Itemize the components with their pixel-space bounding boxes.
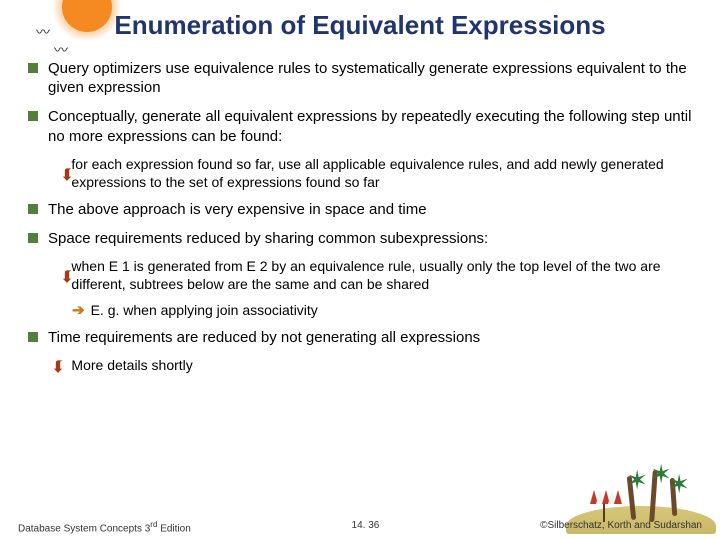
slide-content: Query optimizers use equivalence rules t… (0, 41, 720, 375)
bullet-level-2: ➥for each expression found so far, use a… (50, 156, 692, 192)
arrow-down-icon: ➥ (39, 270, 74, 283)
bullet-level-2: ➥when E 1 is generated from E 2 by an eq… (50, 258, 692, 294)
arrow-right-icon: ➔ (72, 303, 85, 320)
square-bullet-icon (28, 204, 38, 214)
bullet-level-3: ➔E. g. when applying join associativity (72, 302, 692, 320)
bullet-level-2: ➥More details shortly (50, 357, 692, 375)
footer: Database System Concepts 3rd Edition 14.… (0, 520, 720, 534)
arrow-down-icon: ➥ (48, 360, 65, 373)
footer-left: Database System Concepts 3rd Edition (18, 520, 191, 534)
square-bullet-icon (28, 332, 38, 342)
square-bullet-icon (28, 111, 38, 121)
slide-number: 14. 36 (352, 520, 380, 534)
umbrella-icon (588, 490, 622, 522)
bullet-level-1: Conceptually, generate all equivalent ex… (28, 107, 692, 145)
bullet-level-1: The above approach is very expensive in … (28, 200, 692, 219)
bullet-level-1: Time requirements are reduced by not gen… (28, 328, 692, 347)
bird-icon: 〰 (54, 40, 68, 60)
square-bullet-icon (28, 63, 38, 73)
arrow-down-icon: ➥ (39, 167, 74, 180)
bullet-level-1: Query optimizers use equivalence rules t… (28, 59, 692, 97)
footer-right: ©Silberschatz, Korth and Sudarshan (540, 520, 702, 534)
bullet-level-1: Space requirements reduced by sharing co… (28, 229, 692, 248)
slide-title: Enumeration of Equivalent Expressions (0, 0, 720, 41)
square-bullet-icon (28, 233, 38, 243)
